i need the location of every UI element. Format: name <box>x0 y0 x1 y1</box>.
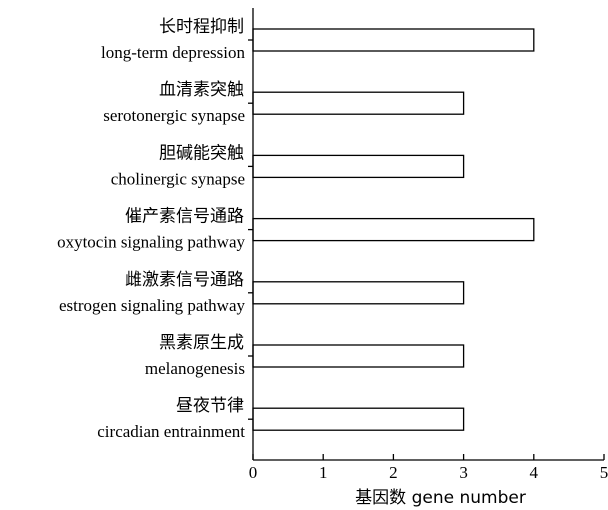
bar-long-term-depression <box>252 28 535 52</box>
bar-cholinergic-synapse <box>252 154 465 179</box>
category-label-en: oxytocin signaling pathway <box>57 233 245 252</box>
category-label-zh: 雌激素信号通路 <box>125 270 244 290</box>
category-label-en: circadian entrainment <box>97 422 245 441</box>
x-tick-label: 0 <box>249 463 258 482</box>
x-axis-title: 基因数 gene number <box>355 488 526 508</box>
category-label-en: serotonergic synapse <box>103 106 245 125</box>
bar-melanogenesis <box>252 344 465 368</box>
x-tick-label: 3 <box>459 463 468 482</box>
category-label-zh: 黑素原生成 <box>159 333 244 353</box>
category-label-zh: 血清素突触 <box>159 80 244 100</box>
x-tick-label: 5 <box>600 463 608 482</box>
bar-estrogen-signaling-pathway <box>252 281 465 305</box>
category-label-en: long-term depression <box>101 43 245 62</box>
category-label-en: melanogenesis <box>145 359 245 378</box>
bar-serotonergic-synapse <box>252 91 465 115</box>
bar-circadian-entrainment <box>252 407 465 431</box>
bar-oxytocin-signaling-pathway <box>252 217 535 242</box>
category-label-zh: 长时程抑制 <box>159 17 244 37</box>
x-tick-label: 4 <box>530 463 539 482</box>
category-labels: 长时程抑制 long-term depression 血清素突触 serotonerg… <box>57 17 245 441</box>
x-tick-label: 2 <box>389 463 398 482</box>
x-tick-label: 1 <box>319 463 328 482</box>
x-axis-ticks: 0 1 2 3 4 5 <box>248 39 608 482</box>
category-label-zh: 催产素信号通路 <box>125 207 244 227</box>
bars-layer <box>252 28 535 431</box>
category-label-en: cholinergic synapse <box>111 169 245 188</box>
category-label-zh: 胆碱能突触 <box>159 143 244 163</box>
category-label-zh: 昼夜节律 <box>176 396 244 416</box>
category-label-en: estrogen signaling pathway <box>59 296 246 315</box>
